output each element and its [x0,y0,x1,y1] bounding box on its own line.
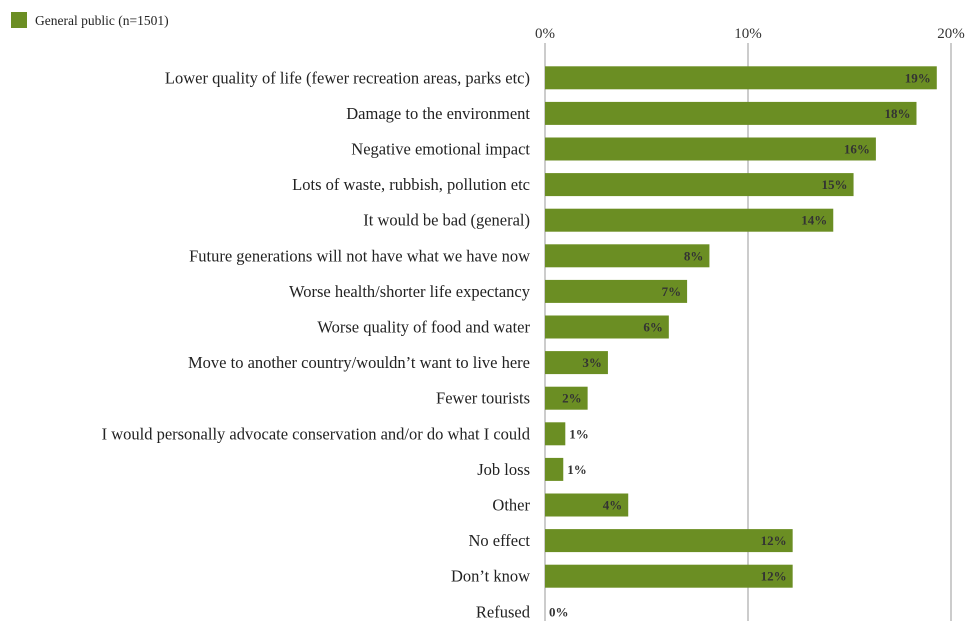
category-label: Future generations will not have what we… [189,246,530,265]
data-label: 1% [569,426,589,441]
category-label: I would personally advocate conservation… [102,424,531,443]
category-label: Worse quality of food and water [317,318,530,337]
category-label: Damage to the environment [346,104,530,123]
legend: General public (n=1501) [11,12,169,28]
category-label: Other [492,496,530,515]
category-label: Negative emotional impact [351,140,530,159]
data-label: 7% [662,284,682,299]
category-label: Fewer tourists [436,389,530,408]
data-label: 19% [905,70,931,85]
category-label: Worse health/shorter life expectancy [289,282,531,301]
data-label: 12% [761,533,787,548]
x-tick-label: 20% [937,26,965,42]
bar [545,493,629,517]
data-label: 2% [562,391,582,406]
legend-swatch [11,12,27,28]
x-tick-label: 10% [734,26,762,42]
bar [545,66,937,90]
category-labels: Lower quality of life (fewer recreation … [102,68,531,621]
data-label: 1% [567,462,587,477]
data-label: 16% [844,142,870,157]
bar [545,422,566,446]
bar [545,101,917,125]
bar [545,244,710,268]
category-label: Don’t know [451,567,530,586]
data-label: 6% [643,320,663,335]
category-label: Job loss [477,460,530,479]
bars [545,66,937,588]
data-label: 8% [684,248,704,263]
bar [545,351,608,375]
category-label: Refused [476,602,531,621]
category-label: Lots of waste, rubbish, pollution etc [292,175,530,194]
data-label: 12% [761,569,787,584]
bar [545,386,588,410]
data-label: 15% [822,177,848,192]
category-label: Move to another country/wouldn’t want to… [188,353,530,372]
category-label: It would be bad (general) [363,211,530,230]
x-tick-label: 0% [535,26,555,42]
data-label: 0% [549,604,569,619]
data-label: 3% [582,355,602,370]
data-label: 18% [884,106,910,121]
bar [545,457,564,481]
data-label: 14% [801,213,827,228]
data-label: 4% [603,498,623,513]
bar [545,137,876,161]
bar [545,279,688,303]
bar [545,173,854,197]
category-label: No effect [468,531,530,550]
data-labels: 19% 18% 16% 15% 14% 8% 7% 6% 3% 2% 1% 1% 4% 12% 12% 0% [549,70,931,619]
bar [545,529,793,553]
legend-label: General public (n=1501) [35,13,169,28]
bar [545,208,834,232]
x-axis-tick-labels: 0% 10% 20% [535,26,965,42]
category-label: Lower quality of life (fewer recreation … [165,68,530,87]
bar [545,564,793,588]
bar [545,315,669,339]
